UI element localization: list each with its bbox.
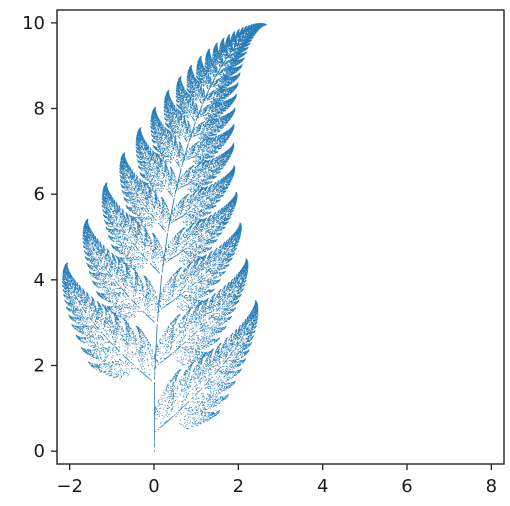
- x-tick-label: 0: [148, 476, 159, 497]
- y-tick-label: 4: [34, 270, 45, 291]
- y-tick-label: 10: [22, 13, 45, 34]
- x-tick-label: 6: [401, 476, 412, 497]
- x-tick-label: −2: [56, 476, 83, 497]
- y-tick-label: 6: [34, 184, 45, 205]
- plot-area-background: [57, 10, 504, 464]
- y-tick-label: 8: [34, 99, 45, 120]
- x-tick-label: 8: [486, 476, 497, 497]
- plot-frame: [56, 9, 505, 465]
- y-axis: 0 2 4 6 8 10: [22, 13, 57, 462]
- x-tick-label: 4: [317, 476, 328, 497]
- x-axis: −2 0 2 4 6 8: [56, 464, 497, 497]
- x-tick-label: 2: [233, 476, 244, 497]
- y-tick-label: 0: [34, 441, 45, 462]
- y-tick-label: 2: [34, 355, 45, 376]
